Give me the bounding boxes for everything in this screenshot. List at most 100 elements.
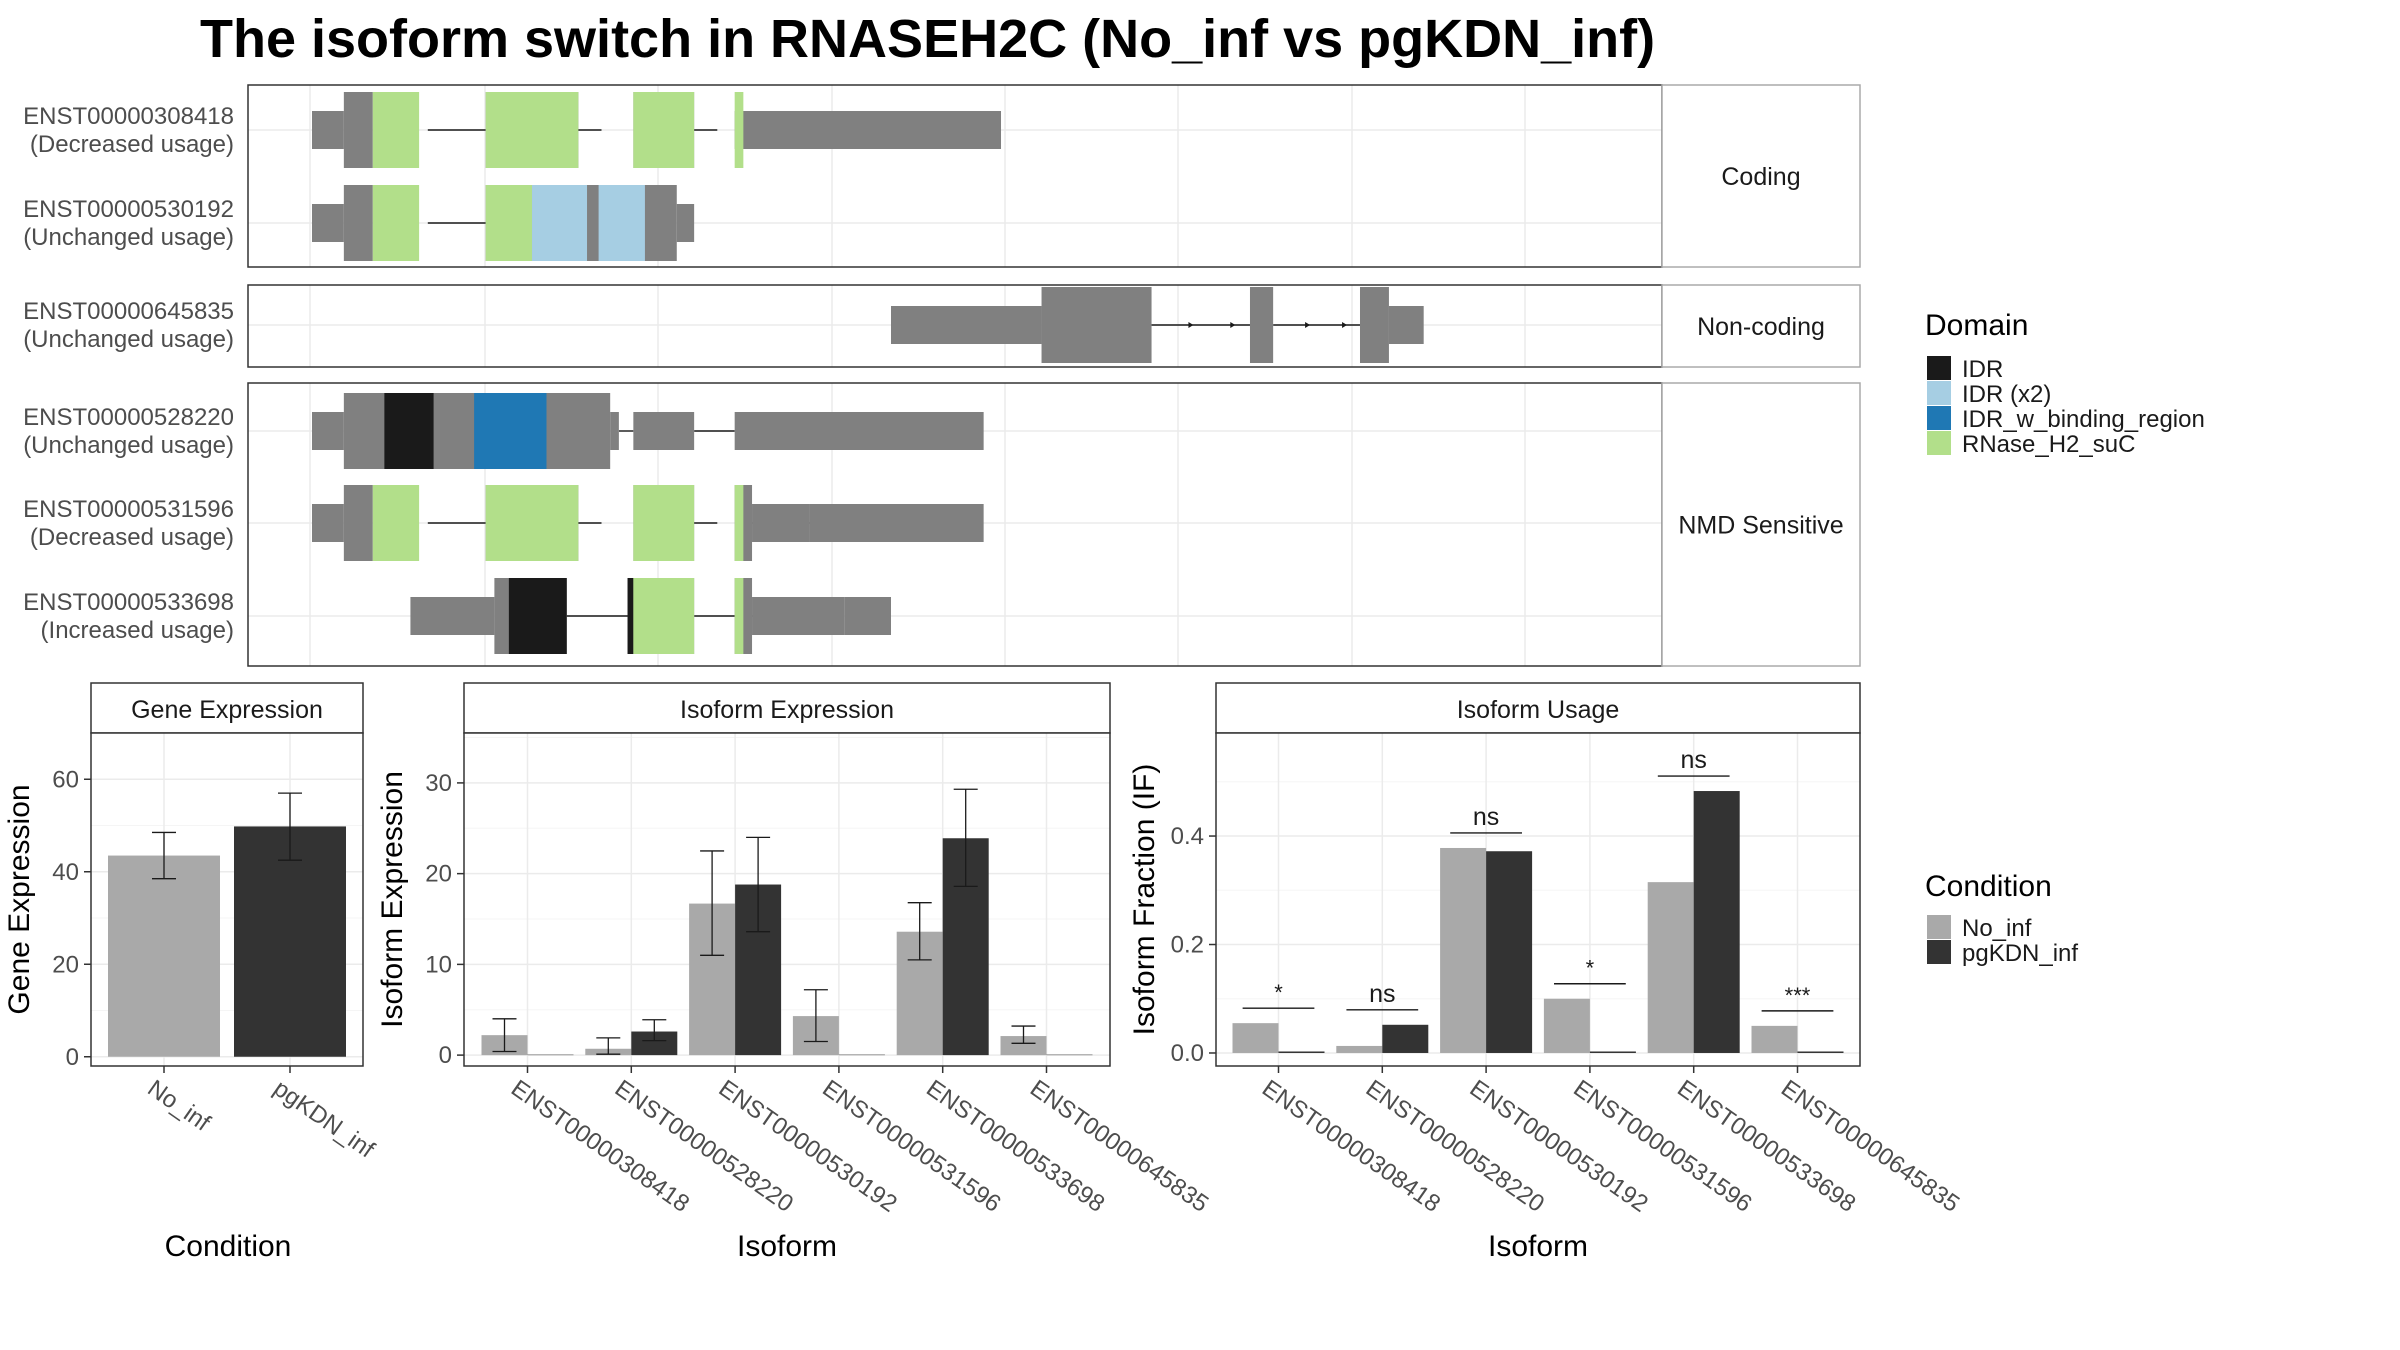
domain-rnase-h2-suc bbox=[633, 485, 695, 561]
domain-idr-x2- bbox=[532, 185, 588, 261]
domain-rnase-h2-suc bbox=[485, 485, 579, 561]
chart-isoform-expression: Isoform Expression 0 10 20 30 Isoform Express… bbox=[376, 682, 1213, 1263]
bar-No_inf bbox=[108, 855, 220, 1057]
chart-border bbox=[90, 732, 364, 1067]
y-axis-label: Isoform Expression bbox=[376, 771, 409, 1028]
chart-title: Gene Expression bbox=[131, 696, 323, 724]
x-tick-label: ENST00000528220 bbox=[1361, 1075, 1549, 1218]
utr-exon bbox=[610, 412, 619, 450]
condition-legend-key bbox=[1927, 915, 1951, 939]
x-tick-label: ENST00000530192 bbox=[714, 1075, 902, 1218]
bar-No_inf-ENST00000308418 bbox=[1232, 1023, 1279, 1053]
intron-arrow bbox=[1230, 322, 1236, 328]
domain-legend-label: IDR bbox=[1962, 356, 2003, 383]
domain-rnase-h2-suc bbox=[734, 578, 744, 654]
significance-label: ns bbox=[1369, 980, 1395, 1008]
utr-exon bbox=[312, 204, 344, 242]
transcript-ENST00000533698: ENST00000533698(Increased usage) bbox=[23, 578, 891, 654]
domain-rnase-h2-suc bbox=[372, 485, 420, 561]
utr-exon bbox=[752, 504, 810, 542]
transcript-usage-label: (Unchanged usage) bbox=[23, 224, 234, 251]
chart-border bbox=[463, 732, 1111, 1067]
y-tick-label: 30 bbox=[425, 770, 452, 797]
utr-exon bbox=[312, 111, 344, 149]
transcript-usage-label: (Increased usage) bbox=[41, 617, 234, 644]
transcript-usage-label: (Unchanged usage) bbox=[23, 432, 234, 459]
transcript-usage-label: (Decreased usage) bbox=[30, 524, 234, 551]
domain-idr bbox=[627, 578, 634, 654]
transcript-id-label: ENST00000530192 bbox=[23, 196, 234, 223]
utr-exon bbox=[312, 412, 344, 450]
x-tick-label: pgKDN_inf bbox=[269, 1075, 380, 1164]
domain-rnase-h2-suc bbox=[372, 92, 420, 168]
x-tick-label: ENST00000530192 bbox=[1465, 1075, 1653, 1218]
coding-exon bbox=[343, 92, 373, 168]
chart-title: Isoform Usage bbox=[1457, 696, 1620, 724]
utr-exon bbox=[633, 412, 695, 450]
utr-exon bbox=[809, 504, 984, 542]
facet-strip bbox=[1661, 382, 1861, 667]
x-axis-label: Condition bbox=[165, 1230, 292, 1263]
domain-legend-key bbox=[1927, 431, 1951, 455]
domain-legend-label: IDR_w_binding_region bbox=[1962, 406, 2205, 433]
domain-rnase-h2-suc bbox=[485, 185, 533, 261]
coding-exon bbox=[343, 485, 373, 561]
domain-rnase-h2-suc bbox=[485, 92, 579, 168]
transcript-ENST00000645835: ENST00000645835(Unchanged usage) bbox=[23, 287, 1424, 363]
condition-legend-title: Condition bbox=[1925, 870, 2052, 903]
x-tick-label: ENST00000533698 bbox=[1672, 1075, 1860, 1218]
bar-No_inf-ENST00000645835 bbox=[1000, 1036, 1047, 1056]
transcript-ENST00000308418: ENST00000308418(Decreased usage) bbox=[23, 92, 1002, 168]
utr-exon bbox=[844, 597, 891, 635]
condition-legend-label: pgKDN_inf bbox=[1962, 940, 2078, 967]
bar-No_inf-ENST00000531596 bbox=[1543, 998, 1590, 1053]
x-axis-label: Isoform bbox=[737, 1230, 837, 1263]
intron-arrow bbox=[1342, 322, 1348, 328]
bar-pgKDN_inf-ENST00000531596 bbox=[1589, 1051, 1636, 1053]
domain-legend-title: Domain bbox=[1925, 309, 2028, 342]
domain-legend-label: IDR (x2) bbox=[1962, 381, 2051, 408]
utr-exon bbox=[410, 597, 495, 635]
utr-exon bbox=[1388, 306, 1424, 344]
chart-strip bbox=[463, 682, 1111, 734]
domain-idr-x2- bbox=[598, 185, 645, 261]
coding-exon bbox=[1249, 287, 1274, 363]
domain-legend-key bbox=[1927, 406, 1951, 430]
transcript-structure-plot: Coding Non-coding NMD Sensitive ENST0000030… bbox=[23, 84, 1861, 667]
bar-pgKDN_inf-ENST00000308418 bbox=[1278, 1051, 1325, 1053]
domain-legend-key bbox=[1927, 381, 1951, 405]
chart-border bbox=[1215, 732, 1861, 1067]
y-tick-label: 0 bbox=[439, 1042, 452, 1069]
y-tick-label: 20 bbox=[425, 861, 452, 888]
figure-title: The isoform switch in RNASEH2C (No_inf v… bbox=[200, 9, 1655, 69]
chart-isoform-usage: Isoform Usage * ns ns * ns *** 0.0 0.2 0.4 Isoform… bbox=[1128, 682, 1964, 1263]
x-tick-label: ENST00000645835 bbox=[1776, 1075, 1964, 1218]
y-axis-label: Gene Expression bbox=[3, 784, 36, 1014]
transcript-id-label: ENST00000645835 bbox=[23, 298, 234, 325]
x-tick-label: ENST00000531596 bbox=[1568, 1075, 1756, 1218]
bar-pgKDN_inf-ENST00000530192 bbox=[1486, 851, 1533, 1053]
significance-label: ns bbox=[1473, 803, 1499, 831]
transcript-ENST00000531596: ENST00000531596(Decreased usage) bbox=[23, 485, 984, 561]
significance-label: *** bbox=[1785, 983, 1811, 1008]
transcript-ENST00000530192: ENST00000530192(Unchanged usage) bbox=[23, 185, 695, 261]
utr-exon bbox=[891, 306, 1042, 344]
domain-idr-w-binding-region bbox=[474, 393, 547, 469]
x-tick-label: ENST00000308418 bbox=[1257, 1075, 1445, 1218]
x-tick-label: ENST00000528220 bbox=[610, 1075, 798, 1218]
bar-pgKDN_inf bbox=[234, 826, 346, 1057]
utr-exon bbox=[752, 597, 845, 635]
y-tick-label: 0.0 bbox=[1171, 1040, 1204, 1067]
domain-legend-key bbox=[1927, 356, 1951, 380]
expression-charts: Gene Expression 0 20 40 60 Gene Expression No_… bbox=[3, 682, 1964, 1263]
utr-exon bbox=[312, 504, 344, 542]
transcript-usage-label: (Decreased usage) bbox=[30, 131, 234, 158]
y-tick-label: 10 bbox=[425, 951, 452, 978]
chart-panel bbox=[464, 733, 1110, 1066]
bar-No_inf-ENST00000528220 bbox=[1336, 1045, 1383, 1053]
x-tick-label: ENST00000533698 bbox=[921, 1075, 1109, 1218]
bar-pgKDN_inf-ENST00000533698 bbox=[1693, 791, 1740, 1053]
transcript-id-label: ENST00000308418 bbox=[23, 103, 234, 130]
utr-exon bbox=[734, 412, 984, 450]
significance-label: ns bbox=[1680, 746, 1706, 774]
